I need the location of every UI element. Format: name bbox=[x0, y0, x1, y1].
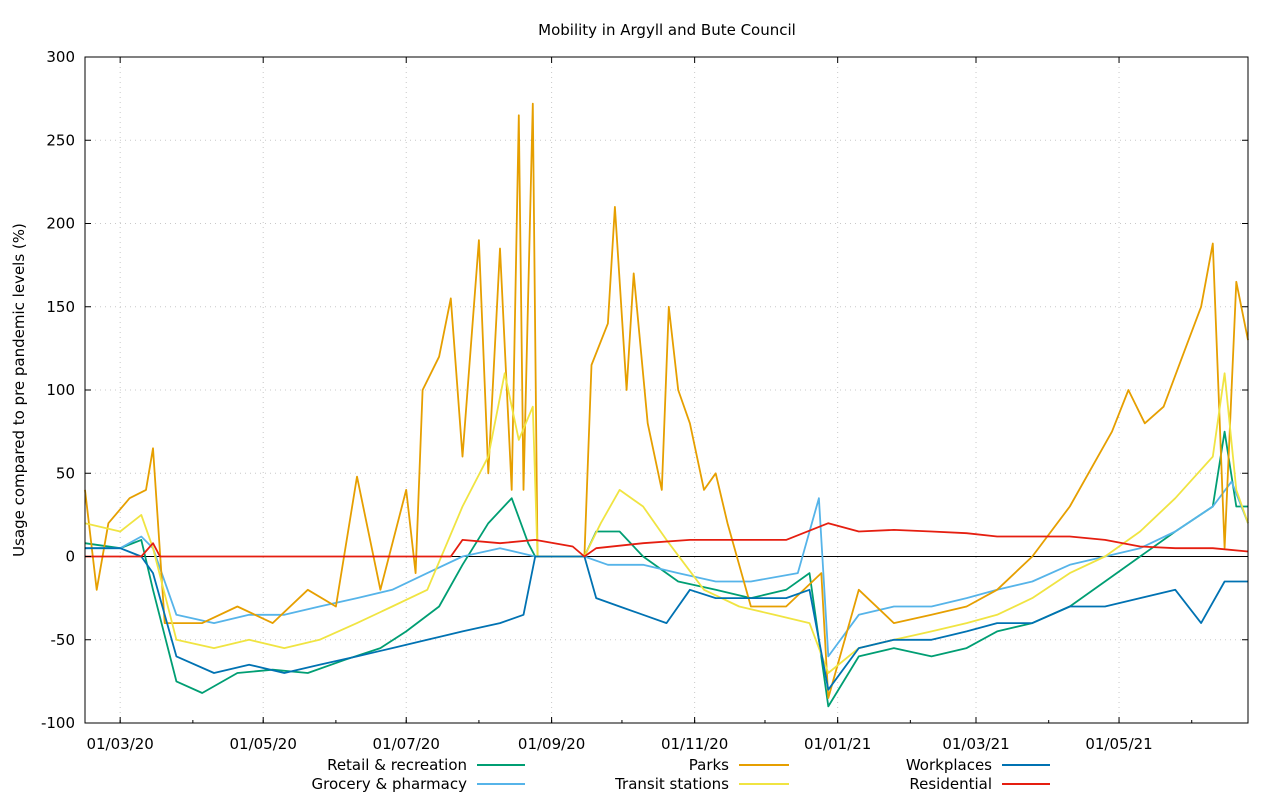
x-tick-label: 01/09/20 bbox=[518, 735, 585, 753]
series-line-parks bbox=[84, 102, 1249, 699]
series-layer bbox=[84, 102, 1249, 708]
y-axis-label: Usage compared to pre pandemic levels (%… bbox=[10, 223, 28, 557]
y-tick-label: -50 bbox=[51, 631, 76, 649]
x-tick-label: 01/03/20 bbox=[86, 735, 153, 753]
y-tick-label: 300 bbox=[46, 48, 75, 66]
x-tick-label: 01/05/20 bbox=[230, 735, 297, 753]
y-tick-label: 100 bbox=[46, 381, 75, 399]
series-line-grocery-pharmacy bbox=[85, 480, 1249, 658]
x-tick-label: 01/03/21 bbox=[942, 735, 1009, 753]
series-line-retail-recreation bbox=[84, 430, 1248, 708]
y-tick-label: 250 bbox=[46, 131, 75, 149]
grid-lines bbox=[85, 57, 1248, 723]
legend-label: Workplaces bbox=[906, 756, 992, 774]
x-tick-label: 01/11/20 bbox=[661, 735, 728, 753]
series-line-transit-stations bbox=[84, 372, 1249, 674]
y-tick-label: 50 bbox=[56, 464, 75, 482]
x-tick-label: 01/01/21 bbox=[804, 735, 871, 753]
legend-label: Residential bbox=[909, 775, 992, 793]
series-line-workplaces bbox=[85, 547, 1248, 691]
legend-label: Retail & recreation bbox=[327, 756, 467, 774]
y-tick-label: 0 bbox=[65, 548, 75, 566]
x-tick-label: 01/05/21 bbox=[1085, 735, 1152, 753]
y-tick-label: 200 bbox=[46, 215, 75, 233]
y-tick-label: 150 bbox=[46, 298, 75, 316]
legend-label: Transit stations bbox=[614, 775, 729, 793]
axis-ticks: -100 -50 0 50 100 150 200 250 300 01/03/20 01/05/2… bbox=[41, 48, 1248, 753]
y-tick-label: -100 bbox=[41, 714, 75, 732]
legend-label: Parks bbox=[689, 756, 729, 774]
legend-label: Grocery & pharmacy bbox=[312, 775, 468, 793]
series-line-residential bbox=[85, 522, 1249, 558]
chart-title: Mobility in Argyll and Bute Council bbox=[538, 21, 796, 39]
x-tick-label: 01/07/20 bbox=[373, 735, 440, 753]
